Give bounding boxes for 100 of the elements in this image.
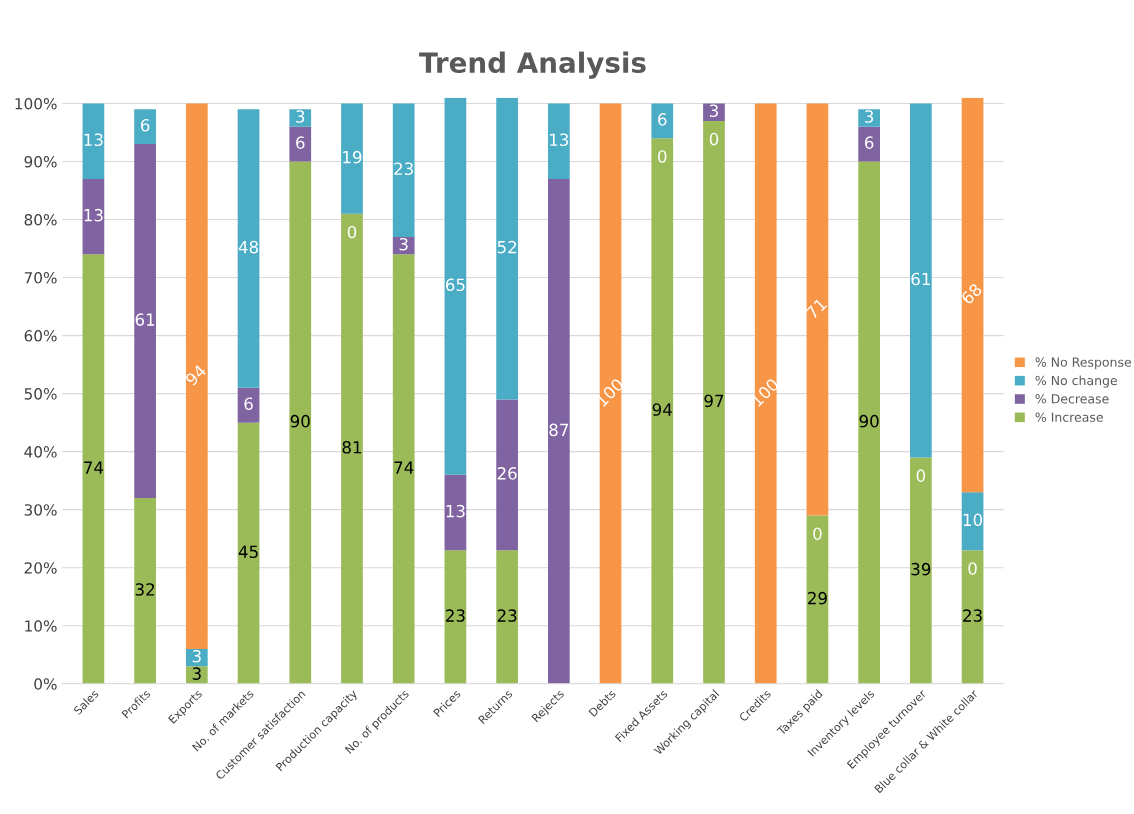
bar [237, 387, 260, 423]
bar [703, 103, 725, 121]
bar [392, 236, 415, 255]
y-tick-label: 10% [25, 620, 57, 632]
bar [496, 97, 518, 400]
data-label: 10 [963, 513, 983, 527]
bar [909, 457, 932, 684]
y-tick-label: 50% [24, 388, 57, 400]
bar [909, 103, 932, 458]
bar [82, 103, 105, 179]
data-label: 13 [84, 208, 103, 222]
data-label: 48 [238, 240, 259, 254]
bar [599, 103, 622, 684]
data-label: 94 [184, 363, 208, 387]
data-label: 94 [652, 403, 672, 416]
y-tick-label: 70% [24, 272, 57, 284]
bar [237, 422, 260, 684]
bar [754, 103, 777, 684]
y-tick-label: 20% [24, 562, 57, 574]
bar [134, 109, 156, 145]
data-label: 3 [296, 110, 305, 123]
y-tick-label: 80% [24, 214, 57, 226]
annotation: 0 [347, 225, 357, 239]
bar [134, 498, 156, 684]
bar [185, 103, 208, 649]
bar [547, 103, 570, 179]
bar [444, 474, 467, 551]
data-label: 13 [446, 504, 465, 518]
bar [858, 126, 880, 162]
annotation: 0 [813, 527, 822, 540]
data-label: 6 [244, 397, 253, 411]
data-label: 61 [135, 313, 155, 326]
data-label: 68 [960, 282, 983, 306]
data-label: 6 [658, 113, 667, 126]
annotation: 0 [968, 562, 977, 575]
bar [703, 120, 725, 684]
bar [341, 103, 363, 214]
bar [341, 213, 363, 684]
annotation: 0 [709, 132, 719, 146]
bar [496, 550, 518, 684]
data-label: 3 [192, 667, 201, 680]
y-tick-label: 30% [24, 504, 57, 516]
data-label: 23 [497, 609, 517, 622]
data-label: 13 [84, 133, 103, 147]
data-label: 3 [865, 110, 874, 123]
y-tick-label: 40% [24, 446, 57, 458]
legend-label: % Increase [1035, 412, 1103, 422]
data-label: 6 [296, 136, 305, 149]
bar [444, 97, 467, 475]
bar [547, 178, 570, 684]
data-label: 23 [963, 609, 982, 622]
annotation: 0 [658, 150, 667, 163]
data-label: 3 [709, 104, 718, 118]
chart-title: Trend Analysis [419, 51, 646, 79]
bar [651, 103, 674, 139]
data-label: 87 [549, 423, 569, 437]
data-label: 6 [864, 136, 874, 149]
data-label: 52 [497, 240, 517, 254]
y-tick-label: 100% [15, 97, 57, 110]
legend-label: % Decrease [1035, 394, 1109, 404]
data-label: 19 [343, 150, 362, 164]
data-label: 3 [192, 649, 201, 663]
bar [806, 103, 829, 516]
data-label: 90 [859, 414, 879, 428]
bar [185, 648, 208, 667]
bar [289, 161, 312, 684]
bar [82, 178, 105, 255]
data-label: 23 [446, 609, 465, 622]
bar [858, 109, 880, 127]
data-label: 71 [805, 297, 828, 320]
bar [961, 550, 984, 684]
y-tick-label: 90% [24, 155, 57, 168]
data-label: 13 [550, 133, 569, 147]
bar [289, 126, 312, 162]
bar [651, 138, 674, 684]
bar [237, 109, 260, 388]
annotation: 0 [916, 469, 926, 482]
y-tick-label: 0% [34, 678, 57, 690]
data-label: 45 [238, 545, 258, 559]
bar [134, 144, 156, 499]
bar [806, 515, 829, 684]
data-label: 29 [808, 591, 827, 605]
bar [961, 97, 984, 493]
bar [961, 492, 984, 551]
bar [496, 399, 518, 551]
bar [82, 254, 105, 684]
legend-label: % No Response [1035, 357, 1132, 370]
legend-label: % No change [1035, 375, 1117, 388]
data-label: 26 [497, 467, 517, 480]
bar [392, 254, 415, 684]
data-label: 3 [399, 237, 408, 251]
data-label: 65 [445, 278, 465, 292]
data-label: 97 [704, 394, 724, 408]
data-label: 6 [140, 118, 150, 132]
bar [444, 550, 467, 684]
data-label: 90 [290, 414, 310, 428]
data-label: 39 [911, 562, 931, 576]
bar [858, 161, 880, 684]
data-label: 61 [911, 272, 930, 286]
data-label: 23 [394, 162, 413, 176]
